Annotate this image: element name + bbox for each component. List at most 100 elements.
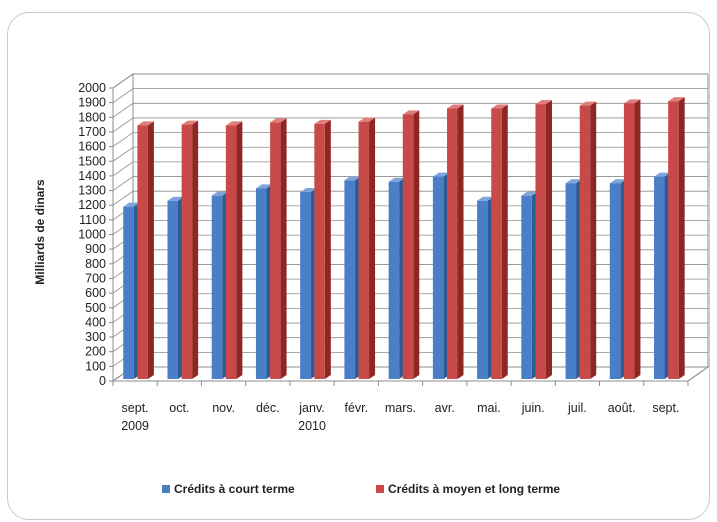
bar-side [324,119,331,379]
y-tick-label: 1800 [78,110,106,124]
y-axis-title: Milliards de dinars [33,179,47,285]
bar [181,124,193,379]
bar [668,101,679,379]
legend-swatch [376,485,384,493]
bar [255,188,267,379]
bar [358,121,370,379]
bar [579,105,591,379]
y-tick-label: 1600 [78,140,106,154]
y-tick-label: 1900 [78,96,106,110]
bar-top [432,172,450,177]
y-tick-label: 0 [99,374,106,388]
bar [388,181,400,379]
bar-top [477,196,494,201]
y-tick-label: 1500 [78,154,106,168]
gridline [112,117,708,133]
bar [477,200,488,379]
y-tick-label: 1100 [79,213,106,227]
gridline [112,132,708,147]
gridline [112,176,708,191]
bars [123,97,685,380]
gridline [112,88,708,103]
bar-top [491,104,508,109]
y-tick-label: 600 [85,286,106,300]
legend: Crédits à court terme Crédits à moyen et … [162,482,560,496]
gridline [112,146,708,162]
y-tick-label: 100 [85,359,106,373]
y-tick-label: 300 [85,330,106,344]
bar [344,180,355,379]
x-tick-label: mars. [385,401,416,415]
bar-top [668,97,685,102]
x-tick-label: 2010 [298,419,326,433]
bar-side [192,120,199,379]
y-axis-ticks: 0100200300400500600700800900100011001200… [78,81,114,388]
bar-side [369,117,376,379]
y-tick-label: 1200 [78,198,106,212]
x-tick-label: sept. [652,401,679,415]
x-tick-label: sept. [122,401,149,415]
y-tick-label: 200 [85,345,106,359]
bar [225,125,237,379]
y-tick-label: 1400 [78,169,106,183]
x-tick-label: juil. [567,401,587,415]
bar [521,195,532,379]
bar-top [137,121,154,126]
bar [300,192,311,379]
y-tick-label: 1000 [78,228,106,242]
x-tick-label: mai. [477,401,501,415]
x-tick-label: avr. [435,401,455,415]
bar [270,122,281,380]
bar-top [225,121,243,126]
x-tick-label: févr. [344,401,368,415]
bar [167,200,178,379]
bar-side [545,100,552,380]
bar-top [521,191,538,196]
bar [654,176,665,379]
y-tick-label: 400 [85,315,106,329]
x-tick-label: août. [608,401,636,415]
bar-top [344,176,361,181]
bar [137,125,148,379]
bar-side [413,110,420,380]
bar [123,206,134,379]
x-tick-label: oct. [169,401,189,415]
y-tick-label: 1300 [78,184,106,198]
bar [314,123,325,379]
bar [432,176,444,379]
bar-top [623,99,641,104]
bar-top [609,179,627,184]
y-tick-label: 1700 [78,125,106,139]
x-tick-label: nov. [212,401,235,415]
legend-swatch [162,485,170,493]
x-tick-label: déc. [256,401,280,415]
bar [623,103,635,379]
y-tick-label: 2000 [78,81,106,95]
bar-side [590,101,597,379]
bar-top [211,191,229,196]
bar-side [280,118,287,380]
bar-side [147,121,154,380]
bar-top [300,188,317,193]
x-tick-label: janv. [298,401,324,415]
bar-top [123,202,140,207]
bar-top [579,101,597,106]
y-tick-label: 900 [85,242,106,256]
gridline [112,161,708,177]
bar-side [678,97,685,379]
bar-side [457,104,464,379]
legend-label: Crédits à moyen et long terme [388,482,560,496]
bar-top [402,110,420,115]
bar [565,183,577,379]
bar-side [634,99,641,379]
bar-top [654,172,671,177]
floor-edge [687,366,709,382]
gridline [112,73,708,89]
bar-top [447,104,464,109]
legend-label: Crédits à court terme [174,482,295,496]
bar-top [565,179,583,184]
gridline [112,190,708,206]
bar-top [314,119,331,124]
bar [211,195,223,379]
